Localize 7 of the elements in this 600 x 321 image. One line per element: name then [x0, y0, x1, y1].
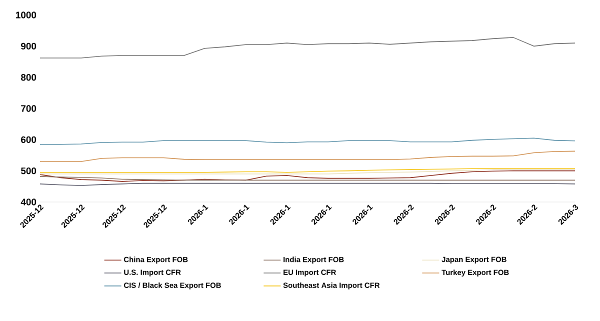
y-tick-label: 400	[20, 198, 36, 206]
y-tick-label: 600	[21, 136, 36, 144]
y-tick-label: 500	[20, 167, 36, 174]
y-tick-label: 900	[21, 42, 36, 50]
y-tick-label: 700	[21, 105, 36, 112]
y-tick-label: 800	[20, 74, 36, 81]
y-tick-label: 1000	[16, 12, 36, 18]
